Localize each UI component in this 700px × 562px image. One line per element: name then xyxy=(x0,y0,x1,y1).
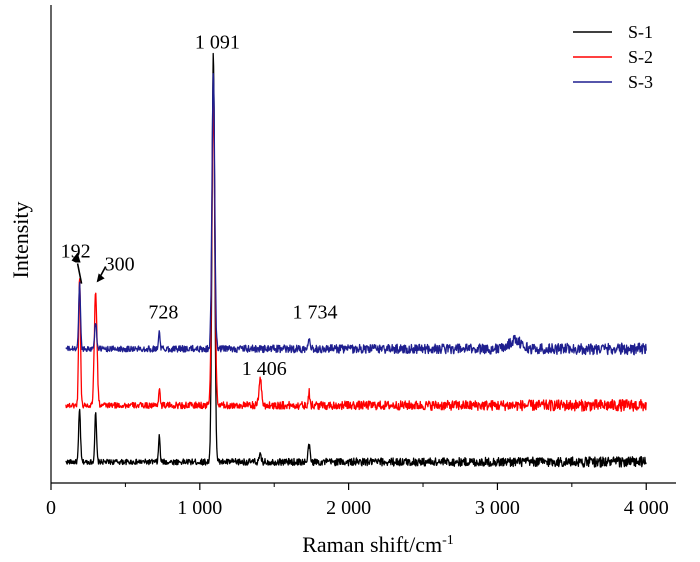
peak-label: 1 406 xyxy=(242,358,287,380)
peak-annotations: 192 300 728 1 091 1 406 1 734 xyxy=(61,32,338,380)
x-tick-label: 0 xyxy=(46,497,56,519)
series-line-s-3 xyxy=(65,72,647,356)
arrowhead-192 xyxy=(71,252,81,263)
peak-label: 1 734 xyxy=(293,301,338,323)
y-axis-title: Intensity xyxy=(8,202,33,279)
peak-label: 1 091 xyxy=(195,32,240,54)
x-ticks: 0 1 000 2 000 3 000 4 000 xyxy=(46,483,669,519)
annotation-arrow-192 xyxy=(76,263,83,284)
peak-label: 192 xyxy=(61,241,91,263)
plot-lines xyxy=(65,52,647,468)
x-tick-label: 4 000 xyxy=(624,497,669,519)
peak-label: 300 xyxy=(105,254,135,276)
legend: S-1 S-2 S-3 xyxy=(573,22,653,92)
legend-label-s-2: S-2 xyxy=(628,47,653,67)
x-axis-title: Raman shift/cm-1 xyxy=(302,532,454,557)
series-line-s-2 xyxy=(65,102,647,412)
series-line-s-1 xyxy=(65,52,647,468)
x-tick-label: 1 000 xyxy=(177,497,222,519)
arrowhead-300 xyxy=(96,273,105,283)
peak-label: 728 xyxy=(148,301,178,323)
legend-label-s-1: S-1 xyxy=(628,22,653,42)
x-tick-label: 3 000 xyxy=(475,497,520,519)
legend-label-s-3: S-3 xyxy=(628,72,653,92)
x-tick-label: 2 000 xyxy=(326,497,371,519)
